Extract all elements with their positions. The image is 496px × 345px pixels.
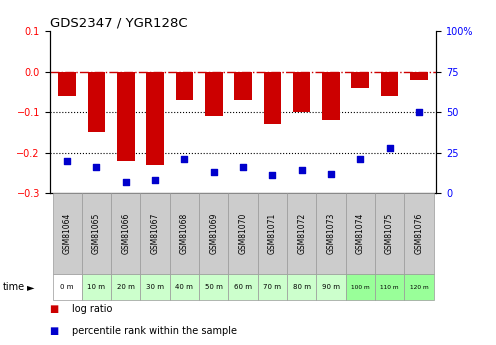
Text: 30 m: 30 m (146, 284, 164, 290)
Bar (258, 193, 287, 274)
Bar (88, 71, 105, 132)
Text: 110 m: 110 m (380, 285, 399, 290)
Bar (111, 274, 140, 300)
Bar (117, 71, 134, 161)
Bar (287, 274, 316, 300)
Text: 10 m: 10 m (87, 284, 106, 290)
Bar (381, 71, 398, 96)
Bar (258, 274, 287, 300)
Text: GSM81064: GSM81064 (62, 213, 72, 254)
Text: GSM81067: GSM81067 (151, 213, 160, 254)
Bar (228, 274, 258, 300)
Text: 120 m: 120 m (410, 285, 428, 290)
Text: time: time (2, 282, 25, 292)
Text: 60 m: 60 m (234, 284, 252, 290)
Text: GSM81069: GSM81069 (209, 213, 218, 254)
Text: 0 m: 0 m (61, 284, 74, 290)
Text: GSM81074: GSM81074 (356, 213, 365, 254)
Text: log ratio: log ratio (72, 304, 112, 314)
Bar (53, 193, 82, 274)
Point (298, 168, 306, 173)
Bar (404, 193, 434, 274)
Point (268, 172, 276, 178)
Point (239, 165, 247, 170)
Bar (53, 274, 82, 300)
Text: 80 m: 80 m (293, 284, 310, 290)
Text: GSM81065: GSM81065 (92, 213, 101, 254)
Bar (234, 71, 252, 100)
Text: 100 m: 100 m (351, 285, 370, 290)
Bar (170, 274, 199, 300)
Text: GSM81072: GSM81072 (297, 213, 306, 254)
Text: 50 m: 50 m (205, 284, 223, 290)
Text: 90 m: 90 m (322, 284, 340, 290)
Bar (322, 71, 340, 120)
Point (122, 179, 130, 185)
Bar (293, 71, 310, 112)
Bar (111, 193, 140, 274)
Bar (410, 71, 428, 80)
Bar (82, 274, 111, 300)
Text: 40 m: 40 m (176, 284, 193, 290)
Text: GSM81075: GSM81075 (385, 213, 394, 254)
Text: GSM81076: GSM81076 (414, 213, 424, 254)
Bar (59, 71, 76, 96)
Text: percentile rank within the sample: percentile rank within the sample (72, 326, 237, 336)
Bar (176, 71, 193, 100)
Text: 70 m: 70 m (263, 284, 281, 290)
Text: ►: ► (27, 282, 35, 292)
Bar (140, 274, 170, 300)
Point (151, 177, 159, 183)
Text: GSM81070: GSM81070 (239, 213, 248, 254)
Bar (352, 71, 369, 88)
Bar (346, 193, 375, 274)
Point (356, 156, 364, 162)
Bar (375, 274, 404, 300)
Point (93, 165, 101, 170)
Point (181, 156, 188, 162)
Point (327, 171, 335, 177)
Bar (205, 71, 223, 116)
Bar (140, 193, 170, 274)
Text: GDS2347 / YGR128C: GDS2347 / YGR128C (50, 17, 187, 30)
Point (210, 169, 218, 175)
Bar (199, 193, 228, 274)
Point (385, 145, 393, 150)
Bar (170, 193, 199, 274)
Bar (228, 193, 258, 274)
Text: ■: ■ (50, 326, 59, 336)
Bar (404, 274, 434, 300)
Bar (263, 71, 281, 124)
Bar (82, 193, 111, 274)
Bar (199, 274, 228, 300)
Text: GSM81071: GSM81071 (268, 213, 277, 254)
Bar (346, 274, 375, 300)
Bar (287, 193, 316, 274)
Bar (146, 71, 164, 165)
Bar (375, 193, 404, 274)
Point (415, 109, 423, 115)
Bar (316, 193, 346, 274)
Text: GSM81073: GSM81073 (326, 213, 335, 254)
Bar (316, 274, 346, 300)
Text: 20 m: 20 m (117, 284, 135, 290)
Text: GSM81068: GSM81068 (180, 213, 189, 254)
Text: GSM81066: GSM81066 (122, 213, 130, 254)
Text: ■: ■ (50, 304, 59, 314)
Point (63, 158, 71, 164)
